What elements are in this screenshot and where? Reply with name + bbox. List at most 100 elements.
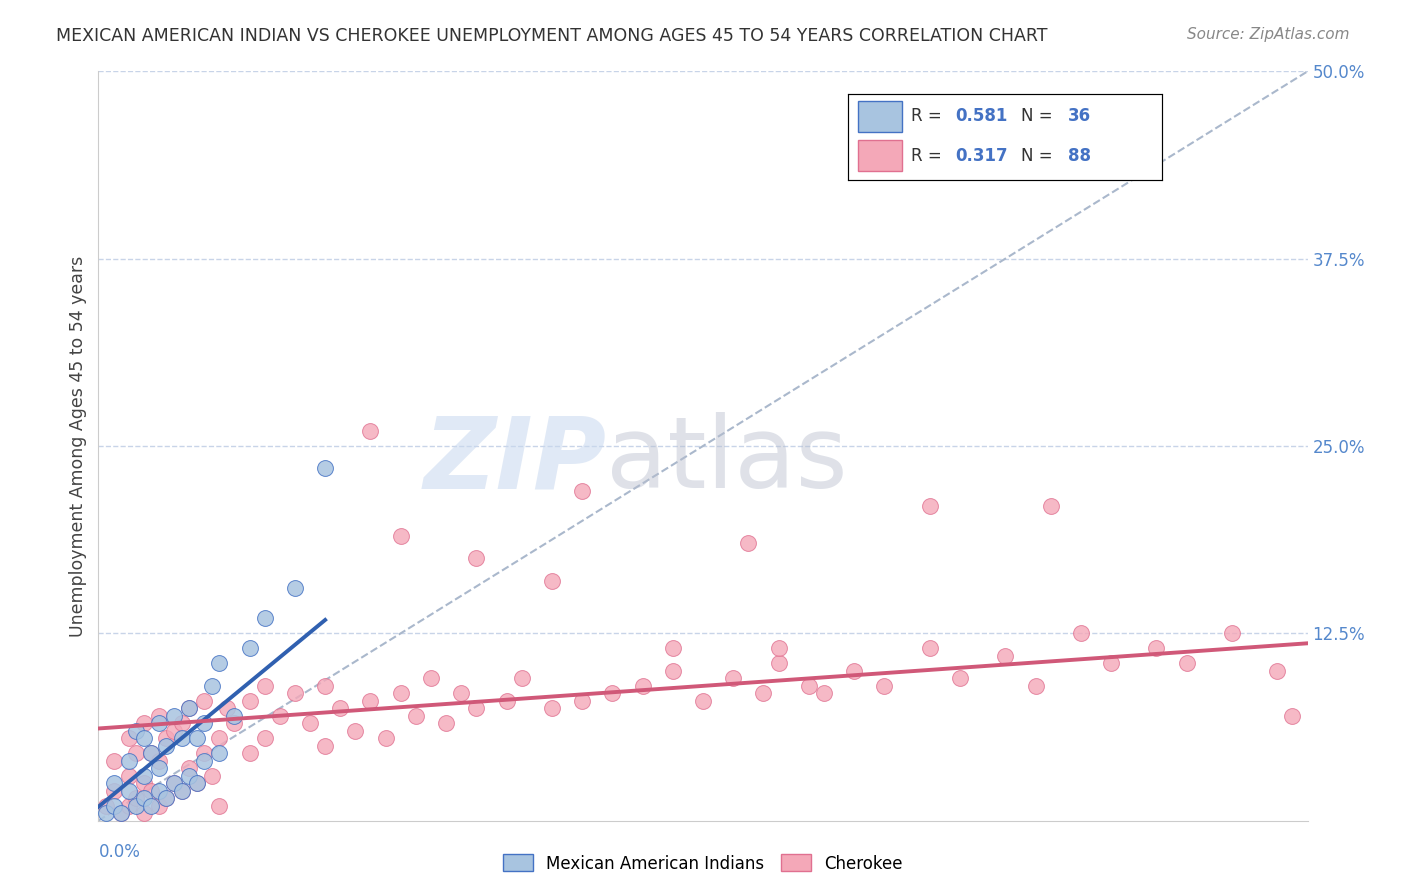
Point	[314, 679, 336, 693]
Point	[450, 686, 472, 700]
Legend: Mexican American Indians, Cherokee: Mexican American Indians, Cherokee	[496, 847, 910, 880]
Point	[360, 694, 382, 708]
Point	[389, 529, 412, 543]
Point	[253, 611, 276, 625]
Point	[269, 708, 291, 723]
Point	[186, 776, 208, 790]
Point	[103, 754, 125, 768]
Point	[125, 723, 148, 738]
Point	[844, 664, 866, 678]
Point	[1144, 641, 1167, 656]
Point	[94, 806, 117, 821]
Point	[148, 761, 170, 775]
Text: 0.0%: 0.0%	[98, 843, 141, 861]
Point	[170, 731, 193, 746]
Point	[170, 783, 193, 797]
Text: Source: ZipAtlas.com: Source: ZipAtlas.com	[1187, 27, 1350, 42]
Point	[314, 739, 336, 753]
Point	[253, 679, 276, 693]
Point	[155, 791, 177, 805]
Point	[692, 694, 714, 708]
Point	[284, 686, 307, 700]
Point	[125, 791, 148, 805]
Point	[540, 701, 562, 715]
Point	[170, 783, 193, 797]
Point	[163, 776, 186, 790]
Point	[132, 791, 155, 805]
Point	[1267, 664, 1289, 678]
Point	[360, 424, 382, 438]
Point	[661, 641, 683, 656]
Point	[132, 769, 155, 783]
Point	[155, 791, 177, 805]
Point	[148, 708, 170, 723]
Point	[389, 686, 412, 700]
Point	[141, 746, 163, 760]
Point	[201, 679, 224, 693]
Point	[118, 783, 141, 797]
Point	[179, 769, 201, 783]
Point	[148, 798, 170, 813]
Point	[148, 754, 170, 768]
Point	[873, 679, 896, 693]
Point	[148, 716, 170, 731]
Text: ZIP: ZIP	[423, 412, 606, 509]
Point	[132, 716, 155, 731]
Point	[125, 798, 148, 813]
Point	[434, 716, 457, 731]
Point	[465, 551, 488, 566]
Point	[208, 746, 231, 760]
Point	[631, 679, 654, 693]
Point	[994, 648, 1017, 663]
Point	[186, 731, 208, 746]
Point	[661, 664, 683, 678]
Point	[224, 716, 246, 731]
Text: MEXICAN AMERICAN INDIAN VS CHEROKEE UNEMPLOYMENT AMONG AGES 45 TO 54 YEARS CORRE: MEXICAN AMERICAN INDIAN VS CHEROKEE UNEM…	[56, 27, 1047, 45]
Point	[420, 671, 443, 685]
Point	[179, 761, 201, 775]
Point	[103, 783, 125, 797]
Point	[155, 731, 177, 746]
Point	[141, 783, 163, 797]
Point	[239, 694, 262, 708]
Point	[118, 769, 141, 783]
Point	[737, 536, 759, 550]
Point	[201, 769, 224, 783]
Point	[918, 641, 941, 656]
Point	[118, 798, 141, 813]
Point	[239, 746, 262, 760]
Point	[813, 686, 835, 700]
Point	[314, 461, 336, 475]
Point	[918, 499, 941, 513]
Point	[170, 716, 193, 731]
Point	[571, 694, 593, 708]
Point	[1070, 626, 1092, 640]
Point	[163, 723, 186, 738]
Point	[141, 798, 163, 813]
Point	[602, 686, 624, 700]
Point	[132, 731, 155, 746]
Point	[768, 657, 790, 671]
Point	[405, 708, 427, 723]
Point	[344, 723, 367, 738]
Point	[132, 776, 155, 790]
Point	[141, 746, 163, 760]
Point	[118, 754, 141, 768]
Y-axis label: Unemployment Among Ages 45 to 54 years: Unemployment Among Ages 45 to 54 years	[69, 255, 87, 637]
Point	[1039, 499, 1062, 513]
Point	[163, 708, 186, 723]
Point	[465, 701, 488, 715]
Point	[186, 776, 208, 790]
Point	[540, 574, 562, 588]
Point	[110, 806, 132, 821]
Point	[329, 701, 352, 715]
Point	[179, 701, 201, 715]
Point	[797, 679, 820, 693]
Point	[253, 731, 276, 746]
Point	[193, 694, 215, 708]
Point	[723, 671, 745, 685]
Point	[495, 694, 517, 708]
Point	[1175, 657, 1198, 671]
Point	[1220, 626, 1243, 640]
Text: atlas: atlas	[606, 412, 848, 509]
